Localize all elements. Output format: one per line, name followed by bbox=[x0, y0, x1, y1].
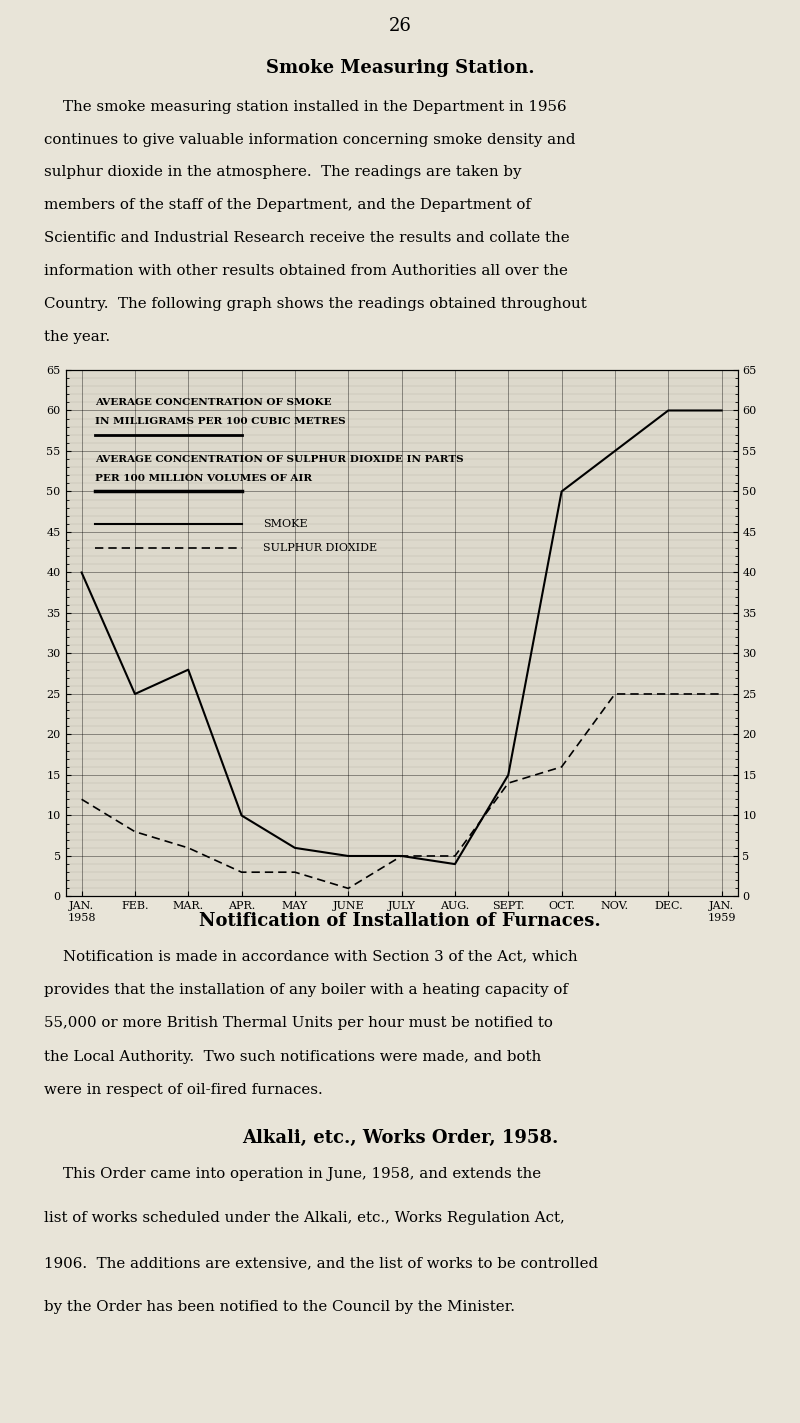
Text: The smoke measuring station installed in the Department in 1956: The smoke measuring station installed in… bbox=[44, 100, 566, 114]
Text: sulphur dioxide in the atmosphere.  The readings are taken by: sulphur dioxide in the atmosphere. The r… bbox=[44, 165, 522, 179]
Text: SMOKE: SMOKE bbox=[263, 519, 307, 529]
Text: AVERAGE CONCENTRATION OF SMOKE: AVERAGE CONCENTRATION OF SMOKE bbox=[95, 398, 331, 407]
Text: Country.  The following graph shows the readings obtained throughout: Country. The following graph shows the r… bbox=[44, 297, 586, 312]
Text: SULPHUR DIOXIDE: SULPHUR DIOXIDE bbox=[263, 544, 377, 554]
Text: members of the staff of the Department, and the Department of: members of the staff of the Department, … bbox=[44, 198, 531, 212]
Text: the Local Authority.  Two such notifications were made, and both: the Local Authority. Two such notificati… bbox=[44, 1050, 542, 1064]
Text: list of works scheduled under the Alkali, etc., Works Regulation Act,: list of works scheduled under the Alkali… bbox=[44, 1211, 565, 1225]
Text: Scientific and Industrial Research receive the results and collate the: Scientific and Industrial Research recei… bbox=[44, 232, 570, 245]
Text: continues to give valuable information concerning smoke density and: continues to give valuable information c… bbox=[44, 132, 575, 147]
Text: IN MILLIGRAMS PER 100 CUBIC METRES: IN MILLIGRAMS PER 100 CUBIC METRES bbox=[95, 417, 346, 425]
Text: This Order came into operation in June, 1958, and extends the: This Order came into operation in June, … bbox=[44, 1167, 541, 1181]
Text: provides that the installation of any boiler with a heating capacity of: provides that the installation of any bo… bbox=[44, 983, 568, 996]
Text: the year.: the year. bbox=[44, 330, 110, 344]
Text: Alkali, etc., Works Order, 1958.: Alkali, etc., Works Order, 1958. bbox=[242, 1128, 558, 1147]
Text: were in respect of oil-fired furnaces.: were in respect of oil-fired furnaces. bbox=[44, 1083, 322, 1097]
Text: Notification of Installation of Furnaces.: Notification of Installation of Furnaces… bbox=[199, 912, 601, 931]
Text: by the Order has been notified to the Council by the Minister.: by the Order has been notified to the Co… bbox=[44, 1301, 515, 1315]
Text: 26: 26 bbox=[389, 17, 411, 36]
Text: Smoke Measuring Station.: Smoke Measuring Station. bbox=[266, 58, 534, 77]
Text: AVERAGE CONCENTRATION OF SULPHUR DIOXIDE IN PARTS: AVERAGE CONCENTRATION OF SULPHUR DIOXIDE… bbox=[95, 455, 463, 464]
Text: 1906.  The additions are extensive, and the list of works to be controlled: 1906. The additions are extensive, and t… bbox=[44, 1257, 598, 1269]
Text: information with other results obtained from Authorities all over the: information with other results obtained … bbox=[44, 265, 568, 277]
Text: Notification is made in accordance with Section 3 of the Act, which: Notification is made in accordance with … bbox=[44, 949, 578, 963]
Text: 55,000 or more British Thermal Units per hour must be notified to: 55,000 or more British Thermal Units per… bbox=[44, 1016, 553, 1030]
Text: PER 100 MILLION VOLUMES OF AIR: PER 100 MILLION VOLUMES OF AIR bbox=[95, 474, 312, 482]
